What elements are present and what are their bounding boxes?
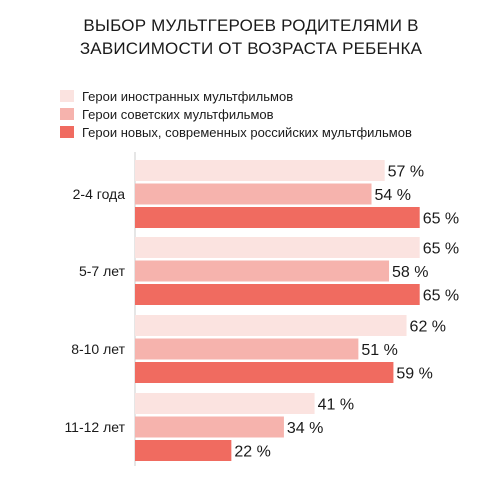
bar-value-label: 22 % — [234, 444, 270, 461]
bar — [135, 362, 394, 383]
bar — [135, 284, 420, 305]
legend-item-soviet: Герои советских мультфильмов — [60, 105, 412, 123]
legend-label-foreign: Герои иностранных мультфильмов — [82, 88, 294, 104]
bar — [135, 416, 284, 438]
bar-value-label: 54 % — [375, 187, 411, 204]
legend-swatch-foreign — [60, 90, 74, 102]
bar-value-label: 62 % — [410, 319, 446, 336]
bar — [135, 160, 385, 181]
bar — [135, 440, 232, 461]
legend-swatch-soviet — [60, 108, 74, 120]
bar-value-label: 57 % — [388, 164, 424, 181]
bar — [135, 338, 359, 360]
legend-item-foreign: Герои иностранных мультфильмов — [60, 87, 412, 105]
bar-value-label: 65 % — [423, 211, 459, 228]
legend-item-modern: Герои новых, современных российских муль… — [60, 123, 412, 141]
bar — [135, 237, 420, 258]
chart-title-line-1: ВЫБОР МУЛЬТГЕРОЕВ РОДИТЕЛЯМИ В — [83, 16, 419, 35]
legend-label-soviet: Герои советских мультфильмов — [82, 106, 274, 122]
category-label: 5-7 лет — [79, 263, 126, 279]
bar-value-label: 65 % — [423, 241, 459, 258]
category-label: 11-12 лет — [64, 419, 125, 435]
bar — [135, 393, 315, 414]
bar-value-label: 65 % — [423, 288, 459, 305]
bar — [135, 260, 390, 282]
bar-value-label: 58 % — [392, 264, 428, 281]
bar-value-label: 51 % — [361, 342, 397, 359]
chart-title-line-2: ЗАВИСИМОСТИ ОТ ВОЗРАСТА РЕБЕНКА — [79, 39, 423, 58]
bar-value-label: 34 % — [287, 420, 323, 437]
legend-label-modern: Герои новых, современных российских муль… — [82, 124, 412, 140]
bar-value-label: 41 % — [318, 397, 354, 414]
bar — [135, 315, 407, 336]
category-label: 2-4 года — [73, 186, 126, 202]
chart-legend: Герои иностранных мультфильмов Герои сов… — [60, 87, 412, 141]
bar — [135, 207, 420, 228]
bar — [135, 183, 372, 205]
category-label: 8-10 лет — [71, 341, 125, 357]
bar-value-label: 59 % — [396, 366, 432, 383]
chart-title: ВЫБОР МУЛЬТГЕРОЕВ РОДИТЕЛЯМИ В ЗАВИСИМОС… — [0, 14, 502, 60]
legend-swatch-modern — [60, 126, 74, 138]
